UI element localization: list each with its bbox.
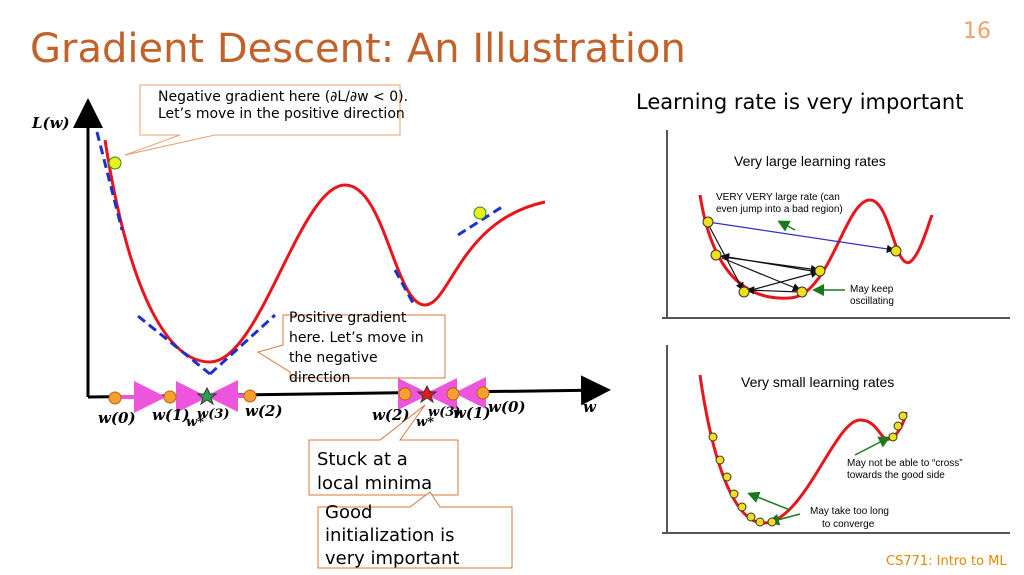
point-label: w(1) [453, 404, 491, 422]
local-min-star [416, 384, 438, 404]
panel-title: Very large learning rates [734, 153, 886, 169]
panel-title: Very small learning rates [741, 374, 894, 390]
callout-text: Stuck at a [317, 449, 408, 470]
point [108, 156, 122, 170]
y-axis-label: L(w) [31, 114, 70, 132]
section-heading: Learning rate is very important [636, 90, 963, 114]
point-label: w(3) [428, 405, 461, 420]
axis-points [108, 386, 490, 405]
panel-note: to converge [822, 519, 875, 530]
point-label: w(0) [98, 409, 136, 427]
footer: CS771: Intro to ML [886, 554, 1007, 569]
point-label: w(3) [197, 407, 230, 422]
callout-text: Negative gradient here (∂L/∂w < 0). [158, 89, 408, 105]
point-label: w* [186, 415, 204, 430]
callout-box [308, 404, 459, 496]
panel-note: even jump into a bad region) [716, 204, 843, 215]
callout-box [256, 314, 446, 379]
global-min-star [196, 386, 218, 406]
callout-box [124, 84, 401, 156]
small-rate-panel: Very small learning rates May not be abl… [662, 345, 1010, 534]
left-diagram: L(w) w w(0) w(1) w(3) w* w(2) w(2) w(3) … [31, 84, 611, 569]
point-label: w(2) [245, 402, 283, 420]
panel-note: towards the good side [847, 470, 945, 481]
loss-curve [103, 139, 546, 364]
callout-text: the negative [289, 350, 378, 366]
callout-text: initialization is [325, 525, 455, 546]
x-axis-label: w [583, 398, 597, 416]
callout-text: Let’s move in the positive direction [158, 106, 405, 122]
panel-note: VERY VERY large rate (can [716, 192, 840, 203]
panel-note: May not be able to “cross” [847, 458, 963, 469]
callout-text: Positive gradient [289, 310, 407, 326]
point-label: w* [416, 415, 434, 430]
callout-text: local minima [317, 473, 432, 494]
large-rate-panel: Very large learning rates VERY VERY larg… [662, 130, 1010, 319]
point-label: w(1) [152, 406, 190, 424]
callout-text: here. Let’s move in [289, 330, 424, 346]
slide-title: Gradient Descent: An Illustration [30, 26, 686, 72]
point [473, 206, 487, 220]
callout-text: direction [289, 370, 350, 386]
callout-text: very important [325, 548, 459, 569]
callout-text: Good [325, 502, 372, 523]
panel-note: May take too long [810, 506, 889, 517]
tangents [95, 131, 506, 376]
point-label: w(2) [372, 406, 410, 424]
panel-note: May keep [850, 284, 894, 295]
callout-box [317, 491, 513, 569]
point-label: w(0) [488, 398, 526, 416]
page-number: 16 [963, 19, 991, 44]
panel-note: oscillating [850, 296, 894, 307]
